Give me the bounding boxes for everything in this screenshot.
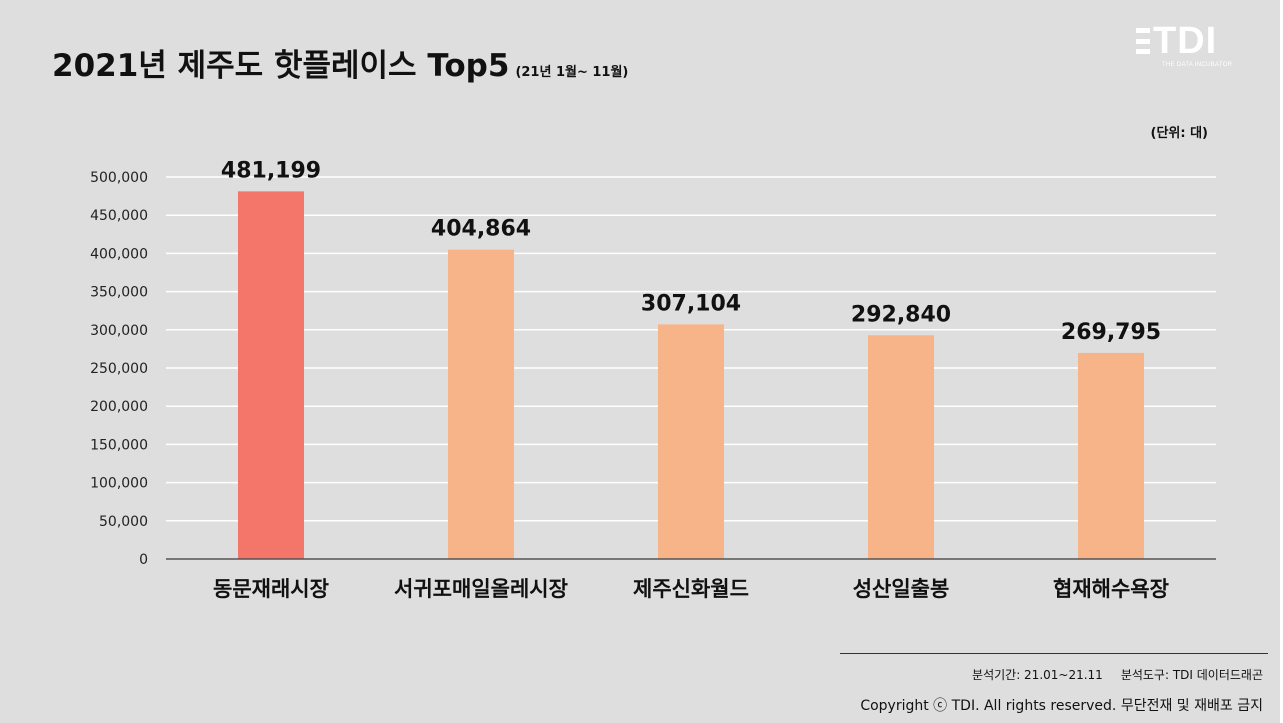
logo-text: TDI xyxy=(1153,20,1218,62)
y-tick-label: 300,000 xyxy=(90,323,148,339)
title-text: 2021년 제주도 핫플레이스 Top5 xyxy=(52,48,510,84)
bar xyxy=(868,335,934,559)
analysis-tool: 분석도구: TDI 데이터드래곤 xyxy=(1120,668,1263,682)
value-label: 292,840 xyxy=(851,302,951,327)
bars xyxy=(238,191,1144,560)
logo-tagline: THE DATA INCUBATOR xyxy=(1162,62,1233,68)
category-label: 동문재래시장 xyxy=(213,577,329,601)
footer-analysis-info: 분석기간: 21.01~21.11 분석도구: TDI 데이터드래곤 xyxy=(972,666,1263,683)
category-label: 서귀포매일올레시장 xyxy=(394,577,568,601)
footer-divider xyxy=(840,653,1268,654)
y-tick-label: 100,000 xyxy=(90,476,148,492)
copyright-text: Copyright ⓒ TDI. All rights reserved. 무단… xyxy=(860,698,1263,714)
y-tick-label: 250,000 xyxy=(90,361,148,377)
category-label: 성산일출봉 xyxy=(853,577,950,601)
logo-bars-icon xyxy=(1136,28,1150,54)
y-tick-label: 500,000 xyxy=(90,170,148,186)
y-tick-label: 0 xyxy=(139,552,148,568)
category-label: 협재해수욕장 xyxy=(1053,577,1169,601)
value-label: 269,795 xyxy=(1061,320,1161,345)
bar xyxy=(1078,352,1144,559)
y-tick-label: 400,000 xyxy=(90,246,148,262)
value-label: 404,864 xyxy=(431,217,531,242)
value-label: 481,199 xyxy=(221,158,321,183)
y-tick-label: 200,000 xyxy=(90,399,148,415)
category-labels: 동문재래시장 서귀포매일올레시장 제주신화월드 성산일출봉 협재해수욕장 xyxy=(213,577,1169,601)
page-title: 2021년 제주도 핫플레이스 Top5 (21년 1월~ 11월) xyxy=(52,40,628,85)
bar xyxy=(448,249,514,559)
y-axis-ticks: 0 50,000 100,000 150,000 200,000 250,000 300,0… xyxy=(90,170,148,568)
bar xyxy=(238,191,304,560)
y-tick-label: 150,000 xyxy=(90,437,148,453)
value-labels: 481,199 404,864 307,104 292,840 269,795 xyxy=(221,158,1161,345)
y-tick-label: 350,000 xyxy=(90,285,148,301)
tdi-logo: TDI THE DATA INCUBATOR xyxy=(1136,22,1248,74)
category-label: 제주신화월드 xyxy=(633,577,749,601)
bar xyxy=(658,324,724,559)
y-tick-label: 450,000 xyxy=(90,208,148,224)
bar-chart: 0 50,000 100,000 150,000 200,000 250,000 300,0… xyxy=(90,158,1216,601)
y-tick-label: 50,000 xyxy=(99,514,148,530)
unit-label: (단위: 대) xyxy=(1150,126,1209,141)
title-period: (21년 1월~ 11월) xyxy=(515,65,629,80)
analysis-period: 분석기간: 21.01~21.11 xyxy=(972,668,1103,682)
value-label: 307,104 xyxy=(641,291,741,316)
